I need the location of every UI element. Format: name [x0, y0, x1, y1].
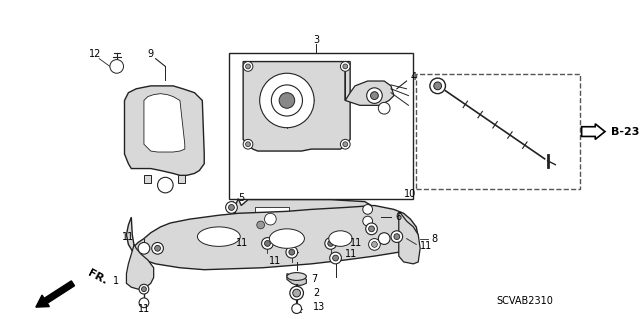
Circle shape [391, 231, 403, 242]
Text: 11: 11 [269, 256, 282, 266]
Circle shape [141, 287, 147, 292]
Circle shape [430, 78, 445, 94]
Polygon shape [345, 62, 394, 105]
Polygon shape [243, 62, 350, 151]
Circle shape [139, 284, 149, 294]
Circle shape [243, 62, 253, 71]
FancyArrow shape [36, 281, 74, 307]
Circle shape [371, 92, 378, 100]
Circle shape [330, 252, 341, 264]
Circle shape [343, 64, 348, 69]
Circle shape [378, 102, 390, 114]
Text: 3: 3 [313, 35, 319, 45]
Circle shape [152, 242, 163, 254]
Bar [255, 207, 289, 229]
Ellipse shape [197, 227, 240, 246]
Text: 6: 6 [396, 212, 402, 222]
Circle shape [372, 241, 378, 247]
Text: 11: 11 [350, 238, 362, 249]
Circle shape [394, 234, 400, 240]
Bar [228, 53, 413, 199]
Circle shape [138, 242, 150, 254]
Ellipse shape [329, 231, 352, 246]
Text: 7: 7 [311, 274, 317, 285]
Text: 4: 4 [410, 72, 417, 82]
Ellipse shape [269, 229, 305, 248]
Text: FR.: FR. [86, 268, 108, 287]
Circle shape [271, 85, 303, 116]
Polygon shape [127, 244, 154, 289]
Circle shape [343, 142, 348, 147]
Polygon shape [287, 274, 307, 285]
Circle shape [369, 226, 374, 232]
Circle shape [378, 233, 390, 244]
Circle shape [264, 213, 276, 225]
Circle shape [363, 216, 372, 226]
Circle shape [226, 202, 237, 213]
Polygon shape [144, 94, 185, 152]
Text: 11: 11 [138, 304, 150, 314]
Circle shape [286, 246, 298, 258]
Circle shape [340, 139, 350, 149]
Circle shape [110, 60, 124, 73]
Text: 9: 9 [148, 49, 154, 59]
Text: B-23: B-23 [611, 127, 639, 137]
Circle shape [246, 142, 250, 147]
Circle shape [264, 241, 270, 246]
Circle shape [157, 177, 173, 193]
FancyArrow shape [582, 124, 605, 139]
Circle shape [161, 180, 170, 190]
Text: 10: 10 [404, 189, 416, 199]
Polygon shape [127, 205, 418, 270]
Circle shape [434, 82, 442, 90]
Circle shape [328, 241, 333, 246]
Circle shape [363, 204, 372, 214]
Text: 8: 8 [432, 234, 438, 244]
Text: 2: 2 [313, 288, 319, 298]
Text: 11: 11 [345, 249, 358, 259]
Circle shape [325, 238, 337, 249]
Text: 11: 11 [420, 241, 433, 251]
Polygon shape [236, 199, 380, 233]
Text: 5: 5 [238, 193, 244, 203]
Circle shape [262, 238, 273, 249]
Polygon shape [399, 213, 420, 264]
Polygon shape [125, 86, 204, 175]
Text: 11: 11 [122, 232, 134, 241]
Text: 13: 13 [313, 302, 325, 312]
Circle shape [139, 298, 149, 308]
Text: 11: 11 [236, 238, 248, 249]
Circle shape [279, 93, 294, 108]
Text: 12: 12 [89, 49, 102, 59]
Circle shape [257, 221, 264, 229]
Circle shape [290, 286, 303, 300]
Circle shape [292, 289, 301, 297]
Circle shape [246, 64, 250, 69]
Circle shape [292, 304, 301, 314]
Ellipse shape [287, 273, 307, 280]
Polygon shape [178, 175, 185, 183]
Circle shape [155, 245, 161, 251]
Circle shape [289, 249, 294, 255]
Circle shape [243, 139, 253, 149]
Circle shape [340, 62, 350, 71]
Bar [416, 74, 580, 189]
Circle shape [260, 73, 314, 128]
Circle shape [367, 88, 382, 103]
Polygon shape [144, 175, 151, 183]
Circle shape [333, 255, 339, 261]
Text: 1: 1 [113, 276, 118, 286]
Circle shape [228, 204, 234, 210]
Circle shape [365, 223, 378, 235]
Circle shape [113, 63, 120, 70]
Text: SCVAB2310: SCVAB2310 [497, 296, 554, 306]
Circle shape [369, 239, 380, 250]
